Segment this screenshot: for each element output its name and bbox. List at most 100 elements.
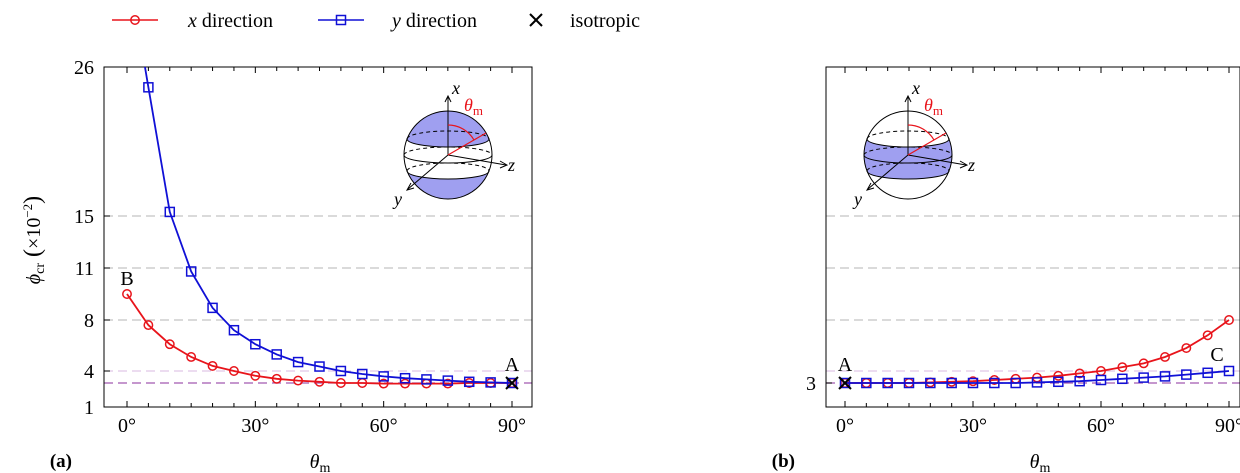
inset-x-label: x <box>911 78 920 98</box>
point-x-direction <box>293 375 304 386</box>
point-y-direction <box>1031 377 1043 388</box>
point-x-direction <box>1117 362 1128 373</box>
legend-iso-label: isotropic <box>570 10 640 32</box>
x-axis-label-a: θm <box>310 451 331 473</box>
point-x-direction <box>378 378 389 389</box>
point-y-direction <box>143 82 154 93</box>
annotation-A: A <box>838 354 853 376</box>
x-tick-label: 0° <box>836 415 854 437</box>
point-y-direction <box>1159 371 1171 382</box>
point-y-direction <box>207 302 218 314</box>
axis-y-arrow <box>865 182 875 191</box>
plot-frame-b <box>825 66 1240 408</box>
point-x-direction <box>122 289 132 299</box>
point-y-direction <box>839 377 851 389</box>
annotation-C: C <box>1210 344 1223 366</box>
point-y-direction <box>271 349 282 360</box>
point-y-direction <box>1181 369 1192 380</box>
axis-z <box>907 154 967 166</box>
point-y-direction <box>250 338 261 350</box>
y-tick-label: 26 <box>74 57 94 79</box>
legend-y-marker <box>335 14 347 26</box>
axis-y <box>867 154 909 190</box>
legend-x-marker <box>130 15 140 25</box>
point-y-direction <box>506 377 518 389</box>
axis-y <box>407 154 449 190</box>
point-y-direction <box>185 266 197 277</box>
isotropic-marker <box>838 376 852 390</box>
point-x-direction <box>271 373 282 384</box>
point-y-direction <box>485 377 496 388</box>
point-y-direction <box>1074 375 1085 387</box>
point-y-direction <box>314 361 325 372</box>
point-x-direction <box>1074 368 1085 379</box>
point-y-direction <box>228 324 240 336</box>
grid-a <box>104 215 532 372</box>
inset-y-label: y <box>852 189 862 209</box>
x-axis-label-b: θm <box>1030 451 1051 473</box>
x-tick-label: 30° <box>241 415 269 437</box>
point-x-direction <box>1224 315 1234 325</box>
point-y-direction <box>925 377 936 389</box>
x-tick-label: 0° <box>118 415 136 437</box>
series-b <box>838 315 1235 390</box>
legend-y-label: y direction <box>390 10 477 32</box>
point-x-direction <box>1160 352 1170 362</box>
latitude-back <box>866 162 950 172</box>
latitude-front <box>866 170 950 180</box>
annotation-A: A <box>505 354 520 376</box>
legend-x-label: x direction <box>187 10 273 32</box>
point-x-direction <box>1053 370 1064 381</box>
point-y-direction <box>399 372 411 384</box>
point-y-direction <box>861 377 872 389</box>
point-y-direction <box>946 377 957 389</box>
x-tick-label: 90° <box>1215 415 1240 437</box>
point-x-direction <box>400 378 411 389</box>
y-tick-label: 8 <box>84 310 94 332</box>
point-y-direction <box>442 375 454 386</box>
x-tick-label: 90° <box>498 415 526 437</box>
series-line <box>144 66 513 384</box>
legend-iso-marker <box>529 13 543 27</box>
point-y-direction <box>1095 374 1107 386</box>
y-tick-label: 4 <box>84 361 94 383</box>
isotropic-marker <box>505 376 519 390</box>
sphere-band <box>864 139 952 179</box>
y-axis-label-a: ϕcr (×10−2) <box>20 196 48 284</box>
point-y-direction <box>357 368 368 380</box>
point-y-direction <box>463 376 475 388</box>
point-y-direction <box>1053 376 1064 388</box>
point-y-direction <box>967 377 979 389</box>
theta-ray <box>447 132 487 156</box>
latitude-front <box>403 154 493 164</box>
panel-label-a: (a) <box>50 451 72 472</box>
axis-z <box>447 154 507 166</box>
point-x-direction <box>186 352 197 362</box>
point-y-direction <box>882 377 893 389</box>
axis-x-arrow <box>904 94 912 103</box>
point-y-direction <box>1117 373 1128 385</box>
point-x-direction <box>1202 330 1213 341</box>
theta-arc <box>447 124 475 141</box>
legend: x direction y direction isotropic <box>112 10 640 32</box>
inset-sphere-a: x z y θm <box>392 78 515 209</box>
point-y-direction <box>421 374 432 385</box>
inset-theta-label: θm <box>464 95 483 118</box>
point-y-direction <box>1202 367 1213 379</box>
axis-y-arrow <box>405 182 415 191</box>
y-tick-label: 11 <box>75 258 94 280</box>
point-x-direction <box>250 370 261 381</box>
axis-z-arrow <box>959 160 969 169</box>
point-x-direction <box>314 376 325 387</box>
latitude-front <box>406 170 490 180</box>
ticks-a: 0° 30° 60° 90° 1 4 8 11 15 26 <box>74 57 526 437</box>
panel-label-b: (b) <box>772 451 795 472</box>
point-y-direction <box>903 377 915 389</box>
ticks-b: 0° 30° 60° 90° 3 <box>806 67 1240 437</box>
axis-z-arrow <box>499 160 509 169</box>
point-y-direction <box>1138 372 1149 383</box>
inset-z-label: z <box>967 155 975 175</box>
